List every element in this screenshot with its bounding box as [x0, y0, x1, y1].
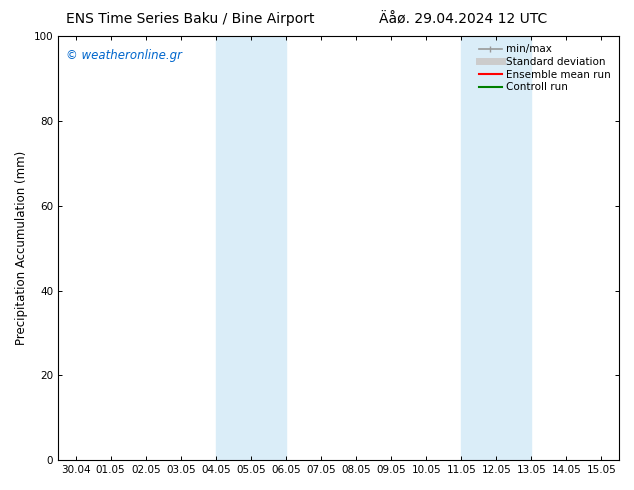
- Bar: [461, 36, 531, 460]
- Legend: min/max, Standard deviation, Ensemble mean run, Controll run: min/max, Standard deviation, Ensemble me…: [476, 41, 614, 96]
- Text: Äåø. 29.04.2024 12 UTC: Äåø. 29.04.2024 12 UTC: [378, 12, 547, 26]
- Bar: [216, 36, 286, 460]
- Text: © weatheronline.gr: © weatheronline.gr: [67, 49, 183, 62]
- Text: ENS Time Series Baku / Bine Airport: ENS Time Series Baku / Bine Airport: [66, 12, 314, 26]
- Y-axis label: Precipitation Accumulation (mm): Precipitation Accumulation (mm): [15, 151, 28, 345]
